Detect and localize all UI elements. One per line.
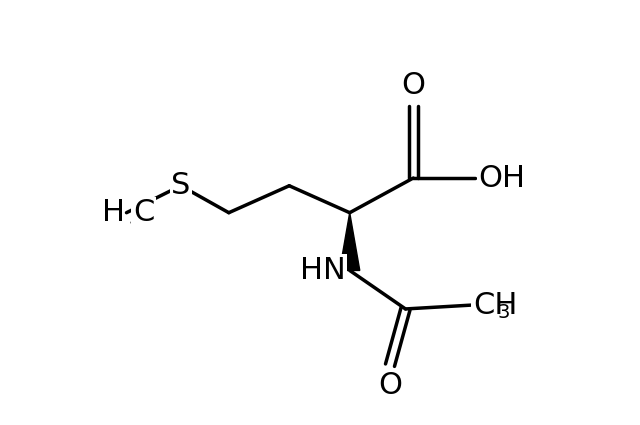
Text: 3: 3 (128, 210, 140, 228)
Polygon shape (340, 212, 360, 270)
Text: S: S (171, 171, 191, 200)
Text: O: O (378, 371, 402, 400)
Text: 3: 3 (498, 303, 510, 322)
Text: HN: HN (300, 256, 346, 285)
Text: OH: OH (478, 164, 525, 193)
Text: O: O (401, 71, 425, 100)
Text: CH: CH (473, 291, 517, 320)
Text: H: H (102, 198, 125, 227)
Text: C: C (133, 198, 154, 227)
